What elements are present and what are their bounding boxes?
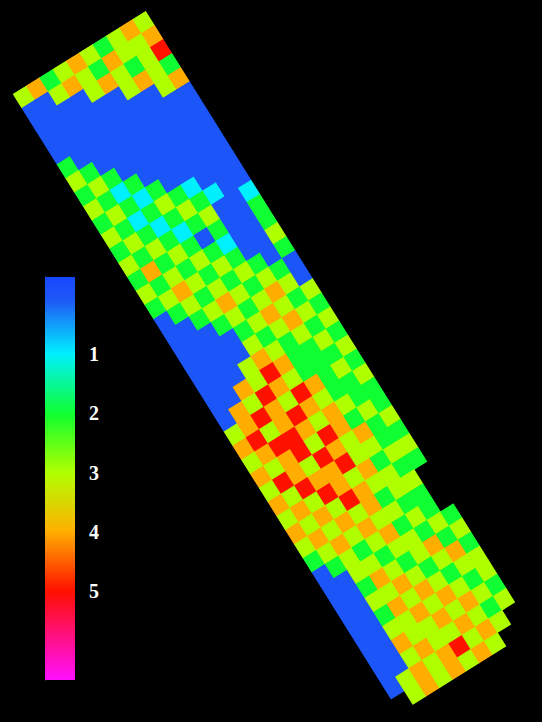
svg-text:2: 2 bbox=[89, 402, 99, 424]
svg-text:5: 5 bbox=[89, 580, 99, 602]
svg-text:4: 4 bbox=[89, 521, 99, 543]
svg-text:1: 1 bbox=[89, 343, 99, 365]
svg-text:3: 3 bbox=[89, 462, 99, 484]
